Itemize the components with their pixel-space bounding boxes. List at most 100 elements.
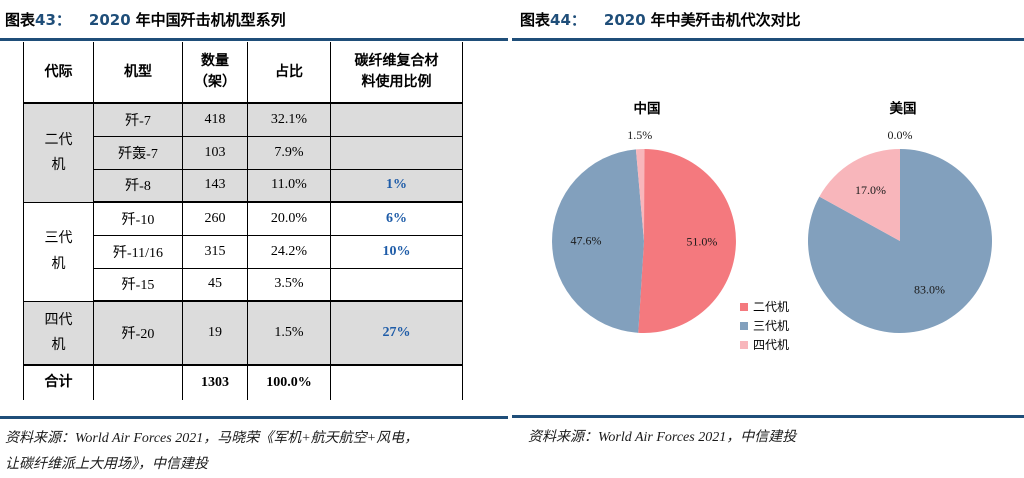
header-carbon-ratio: 碳纤维复合材 料使用比例 [330,42,463,104]
legend-swatch-icon [740,302,748,311]
figure-number: 44： [550,11,586,29]
pie-data-label: 17.0% [855,183,886,197]
table-row: 二代 机歼-7 418 32.1% [23,102,463,203]
title-rule-left [0,38,508,41]
table-area: 代际 机型 数量 （架） 占比 碳纤维复合材 料使用比例 二代 机歼-7 418 3… [0,42,508,416]
pie-data-label: 83.0% [914,283,945,297]
china-pie-title: 中国 [633,101,661,117]
bottom-rule-left [0,416,508,419]
title-year: 2020 [603,11,646,29]
legend-item: 三代机 [740,316,789,335]
cell-carbon [330,135,463,170]
cell-quantity: 19 [182,300,248,366]
figure-44-panel: 图表44： 2020 年中美歼击机代次对比 中国 美国 51.0% 47.6% 1.5%… [512,0,1024,478]
total-row: 合计 1303 100.0% [23,364,463,400]
legend-swatch-icon [740,340,748,349]
pie-data-label: 51.0% [686,235,717,249]
generation-cell: 二代 机 [23,102,94,203]
cell-carbon: 10% [330,234,463,269]
legend-swatch-icon [740,321,748,330]
legend-label: 三代机 [753,319,790,333]
total-label: 合计 [23,364,94,400]
bottom-rule-right [512,415,1024,418]
cell-model: 歼-8 [93,168,183,203]
cell-share: 3.5% [247,267,331,302]
title-text: 年中国歼击机机型系列 [135,11,286,29]
cell-carbon [330,102,463,137]
legend-item: 四代机 [740,335,789,354]
cell-model: 歼-10 [93,201,183,236]
pie-legend: 二代机 三代机 四代机 [740,297,789,354]
source-right: 资料来源：World Air Forces 2021，中信建投 [512,418,1024,451]
cell-share: 24.2% [247,234,331,269]
cell-quantity: 143 [182,168,248,203]
figure-43-title: 图表43： 2020 年中国歼击机机型系列 [0,0,508,38]
source-right-line1: 资料来源：World Air Forces 2021，中信建投 [528,430,797,445]
pie-slice-四代机 [635,148,645,241]
cell-carbon: 27% [330,300,463,366]
figure-43-panel: 图表43： 2020 年中国歼击机机型系列 代际 机型 数量 （架） 占比 碳纤维复… [0,0,508,478]
table-row: 三代 机歼-10 260 20.0% 6% [23,201,463,302]
pie-data-label: 0.0% [888,128,913,142]
cell-model: 歼-11/16 [93,234,183,269]
china-pie-chart: 51.0% 47.6% 1.5% [552,128,736,333]
title-year: 2020 [88,11,131,29]
cell-quantity: 45 [182,267,248,302]
source-left-line1: 资料来源：World Air Forces 2021，马晓荣《军机+航天航空+风… [5,431,419,446]
pie-slice-二代机 [638,149,736,333]
table-body: 二代 机歼-7 418 32.1% 歼轰-7 103 7.9% 歼-8 143 11.0% 1% 三… [23,102,463,400]
source-left-line2: 让碳纤维派上大用场》，中信建投 [5,457,208,472]
table-row: 歼-11/16 315 24.2% 10% [24,234,463,269]
legend-label: 四代机 [753,338,790,352]
cell-share: 11.0% [247,168,331,203]
pie-data-label: 47.6% [571,233,602,247]
generation-cell: 四代 机 [23,300,94,366]
usa-pie-title: 美国 [889,101,917,117]
cell-quantity: 1303 [182,364,248,400]
table-row: 四代 机歼-20 19 1.5% 27% [23,300,463,366]
cell-carbon: 1% [330,168,463,203]
header-generation: 代际 [23,42,94,104]
figure-44-title: 图表44： 2020 年中美歼击机代次对比 [512,0,1024,38]
figure-number: 43： [35,11,71,29]
figure-label: 图表 [5,11,36,29]
pie-charts-area: 中国 美国 51.0% 47.6% 1.5% 0.0% 83.0% 17.0% 二代机三… [512,41,1024,415]
cell-model: 歼-15 [93,267,183,302]
table-row: 歼-15 45 3.5% [24,267,463,302]
source-left: 资料来源：World Air Forces 2021，马晓荣《军机+航天航空+风… [0,419,508,478]
cell-quantity: 103 [182,135,248,170]
fighter-models-table: 代际 机型 数量 （架） 占比 碳纤维复合材 料使用比例 二代 机歼-7 418 3… [23,42,463,400]
cell-quantity: 260 [182,201,248,236]
table-row: 歼-8 143 11.0% 1% [24,168,463,203]
header-model: 机型 [93,42,183,104]
legend-item: 二代机 [740,297,789,316]
pie-slice-三代机 [808,149,993,333]
table-header-row: 代际 机型 数量 （架） 占比 碳纤维复合材 料使用比例 [23,42,463,104]
pie-data-label: 1.5% [627,128,652,142]
cell-carbon [330,267,463,302]
legend-label: 二代机 [753,300,790,314]
figure-label: 图表 [520,11,551,29]
pie-slice-四代机 [819,149,900,241]
cell-model: 歼-20 [93,300,183,366]
generation-cell: 三代 机 [23,201,94,302]
cell-share: 7.9% [247,135,331,170]
title-text: 年中美歼击机代次对比 [650,11,801,29]
cell-carbon [330,364,463,400]
cell-share: 100.0% [247,364,331,400]
cell-carbon: 6% [330,201,463,236]
title-rule-right [512,38,1024,41]
table-row: 歼轰-7 103 7.9% [24,135,463,170]
usa-pie-chart: 0.0% 83.0% 17.0% [808,128,993,333]
cell-share: 1.5% [247,300,331,366]
cell-model [93,364,183,400]
header-share: 占比 [247,42,331,104]
cell-quantity: 315 [182,234,248,269]
cell-quantity: 418 [182,102,248,137]
cell-share: 32.1% [247,102,331,137]
header-quantity: 数量 （架） [182,42,248,104]
cell-model: 歼-7 [93,102,183,137]
pie-slice-三代机 [552,149,644,333]
cell-model: 歼轰-7 [93,135,183,170]
